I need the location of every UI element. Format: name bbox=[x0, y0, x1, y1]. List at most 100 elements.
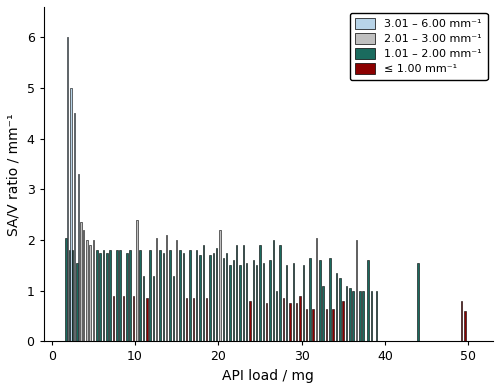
Bar bbox=[229, 266, 230, 342]
Bar bbox=[132, 296, 134, 342]
Bar bbox=[236, 245, 238, 342]
Bar bbox=[80, 222, 82, 342]
Bar bbox=[286, 266, 288, 342]
Bar bbox=[220, 230, 221, 342]
Y-axis label: SA/V ratio / mm⁻¹: SA/V ratio / mm⁻¹ bbox=[7, 113, 21, 236]
Bar bbox=[130, 250, 131, 342]
Bar bbox=[146, 298, 148, 342]
Bar bbox=[349, 288, 350, 342]
Bar bbox=[329, 258, 330, 342]
Bar bbox=[120, 250, 121, 342]
Bar bbox=[136, 220, 138, 342]
Bar bbox=[142, 276, 144, 342]
Bar bbox=[464, 311, 466, 342]
Bar bbox=[322, 286, 324, 342]
Bar bbox=[90, 245, 91, 342]
Bar bbox=[259, 245, 260, 342]
Bar bbox=[68, 250, 70, 342]
Bar bbox=[306, 308, 308, 342]
Bar bbox=[292, 263, 294, 342]
Bar bbox=[162, 253, 164, 342]
Bar bbox=[190, 250, 191, 342]
Bar bbox=[212, 253, 214, 342]
Bar bbox=[67, 37, 68, 342]
Bar bbox=[359, 291, 360, 342]
Bar bbox=[418, 263, 419, 342]
Bar bbox=[106, 253, 108, 342]
Bar bbox=[152, 276, 154, 342]
Bar bbox=[110, 250, 111, 342]
Bar bbox=[140, 250, 141, 342]
Bar bbox=[156, 238, 158, 342]
Bar bbox=[252, 261, 254, 342]
Bar bbox=[122, 296, 124, 342]
Bar bbox=[460, 301, 462, 342]
Bar bbox=[192, 298, 194, 342]
Bar bbox=[249, 301, 250, 342]
Bar bbox=[352, 291, 354, 342]
Bar bbox=[309, 258, 310, 342]
Bar bbox=[269, 261, 270, 342]
Bar bbox=[100, 253, 101, 342]
Bar bbox=[276, 291, 278, 342]
Bar bbox=[180, 250, 181, 342]
Bar bbox=[112, 296, 114, 342]
Bar bbox=[371, 291, 372, 342]
Bar bbox=[202, 245, 204, 342]
Bar bbox=[316, 238, 318, 342]
Bar bbox=[312, 308, 314, 342]
Bar bbox=[186, 298, 188, 342]
Bar bbox=[232, 261, 234, 342]
Bar bbox=[210, 255, 211, 342]
Bar bbox=[66, 238, 67, 342]
Bar bbox=[72, 250, 74, 342]
Bar bbox=[282, 298, 284, 342]
Bar bbox=[182, 253, 184, 342]
Bar bbox=[74, 113, 75, 342]
Bar bbox=[206, 298, 208, 342]
Bar bbox=[336, 273, 338, 342]
Bar bbox=[302, 266, 304, 342]
Bar bbox=[296, 303, 298, 342]
Bar bbox=[102, 250, 104, 342]
Bar bbox=[160, 250, 161, 342]
Bar bbox=[226, 253, 228, 342]
Bar bbox=[200, 255, 201, 342]
Bar bbox=[262, 263, 264, 342]
Bar bbox=[346, 286, 348, 342]
Bar bbox=[78, 174, 79, 342]
X-axis label: API load / mg: API load / mg bbox=[222, 369, 314, 383]
Bar bbox=[279, 245, 280, 342]
Bar bbox=[368, 261, 369, 342]
Bar bbox=[242, 245, 244, 342]
Legend: 3.01 – 6.00 mm⁻¹, 2.01 – 3.00 mm⁻¹, 1.01 – 2.00 mm⁻¹, ≤ 1.00 mm⁻¹: 3.01 – 6.00 mm⁻¹, 2.01 – 3.00 mm⁻¹, 1.01… bbox=[350, 12, 488, 80]
Bar bbox=[272, 240, 274, 342]
Bar bbox=[166, 235, 168, 342]
Bar bbox=[239, 266, 240, 342]
Bar bbox=[82, 230, 84, 342]
Bar bbox=[196, 250, 198, 342]
Bar bbox=[86, 240, 88, 342]
Bar bbox=[170, 250, 171, 342]
Bar bbox=[376, 291, 378, 342]
Bar bbox=[96, 250, 98, 342]
Bar bbox=[342, 301, 344, 342]
Bar bbox=[256, 266, 258, 342]
Bar bbox=[319, 261, 320, 342]
Bar bbox=[70, 88, 71, 342]
Bar bbox=[126, 253, 128, 342]
Bar bbox=[339, 278, 340, 342]
Bar bbox=[326, 308, 328, 342]
Bar bbox=[216, 248, 218, 342]
Bar bbox=[362, 291, 364, 342]
Bar bbox=[176, 240, 178, 342]
Bar bbox=[289, 303, 290, 342]
Bar bbox=[172, 276, 174, 342]
Bar bbox=[332, 308, 334, 342]
Bar bbox=[92, 240, 94, 342]
Bar bbox=[116, 250, 117, 342]
Bar bbox=[222, 258, 224, 342]
Bar bbox=[246, 263, 248, 342]
Bar bbox=[266, 303, 268, 342]
Bar bbox=[356, 240, 358, 342]
